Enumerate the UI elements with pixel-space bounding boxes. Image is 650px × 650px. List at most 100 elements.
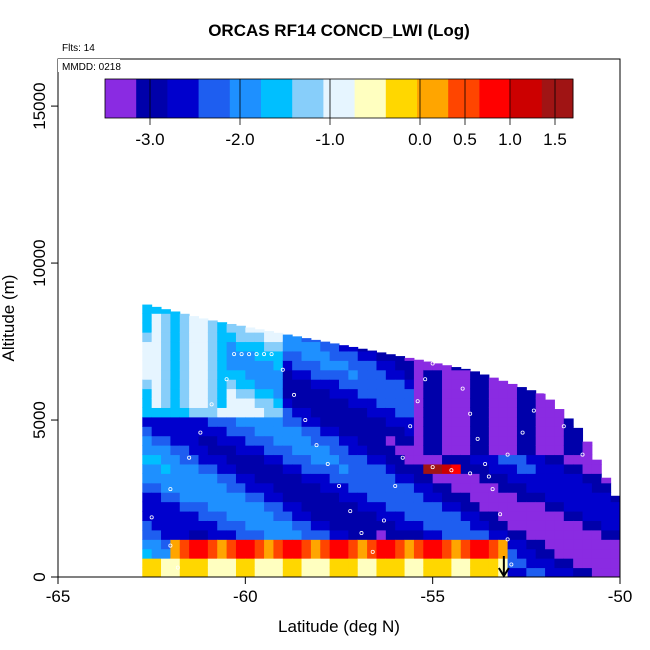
heatmap-cell: [554, 409, 565, 418]
heatmap-cell: [264, 539, 274, 550]
heatmap-cell: [235, 567, 246, 578]
heatmap-cell: [423, 558, 434, 569]
heatmap-cell: [320, 482, 331, 493]
heatmap-cell: [301, 454, 312, 465]
heatmap-cell: [423, 398, 434, 408]
heatmap-cell: [535, 445, 546, 456]
heatmap-cell: [320, 426, 331, 437]
heatmap-cell: [470, 548, 480, 559]
heatmap-cell: [451, 463, 462, 474]
heatmap-cell: [235, 341, 246, 352]
heatmap-cell: [348, 350, 359, 361]
heatmap-cell: [151, 539, 162, 550]
heatmap-cell: [376, 529, 387, 540]
heatmap-cell: [189, 548, 199, 559]
flight-track-point: [232, 352, 237, 357]
colorbar-tick-label: -3.0: [135, 130, 164, 149]
heatmap-cell: [161, 445, 171, 456]
heatmap-cell: [348, 548, 359, 559]
heatmap-cell: [432, 501, 443, 512]
heatmap-cell: [151, 369, 162, 380]
heatmap-cell: [601, 511, 612, 521]
colorbar-segment: [479, 79, 512, 118]
heatmap-cell: [442, 529, 452, 540]
heatmap-cell: [151, 426, 162, 437]
heatmap-cell: [423, 520, 434, 531]
heatmap-cell: [460, 520, 471, 531]
heatmap-cell: [179, 435, 190, 446]
heatmap-cell: [376, 567, 387, 578]
flights-note: Flts: 14: [62, 43, 95, 54]
flight-track-point: [149, 515, 154, 520]
heatmap-cell: [254, 369, 265, 380]
heatmap-cell: [451, 435, 462, 446]
heatmap-cell: [189, 360, 199, 371]
heatmap-cell: [573, 435, 584, 446]
heatmap-cell: [189, 454, 199, 465]
heatmap-cell: [470, 520, 480, 531]
heatmap-cell: [479, 407, 490, 418]
heatmap-cell: [264, 454, 274, 465]
heatmap-cell: [273, 492, 284, 503]
heatmap-cell: [161, 548, 171, 559]
heatmap-cell: [207, 369, 218, 380]
heatmap-cell: [460, 529, 471, 540]
heatmap-cell: [357, 492, 368, 503]
heatmap-cell: [535, 548, 546, 559]
heatmap-cell: [179, 398, 190, 408]
heatmap-cell: [273, 341, 284, 352]
heatmap-cell: [404, 369, 415, 380]
heatmap-cell: [451, 501, 462, 512]
heatmap-cell: [217, 511, 228, 521]
heatmap-cell: [554, 445, 565, 456]
heatmap-cell: [526, 558, 537, 569]
heatmap-cell: [254, 435, 265, 446]
heatmap-cell: [170, 388, 181, 399]
heatmap-cell: [151, 341, 162, 352]
heatmap-cell: [170, 369, 181, 380]
heatmap-cell: [189, 407, 199, 418]
colorbar-tick-label: -2.0: [225, 130, 254, 149]
heatmap-cell: [423, 388, 434, 399]
heatmap-cell: [273, 388, 284, 399]
heatmap-cell: [282, 426, 293, 437]
heatmap-cell: [282, 388, 293, 399]
heatmap-cell: [235, 482, 246, 493]
heatmap-cell: [273, 529, 284, 540]
heatmap-cell: [310, 482, 321, 493]
heatmap-cell: [226, 323, 237, 333]
heatmap-cell: [264, 511, 274, 521]
heatmap-cell: [264, 388, 274, 399]
heatmap-cell: [264, 473, 274, 484]
heatmap-cell: [376, 511, 387, 521]
heatmap-cell: [385, 354, 396, 361]
heatmap-cell: [526, 390, 537, 399]
heatmap-cell: [573, 558, 584, 569]
heatmap-cell: [367, 426, 377, 437]
heatmap-cell: [348, 346, 359, 352]
heatmap-cell: [545, 426, 555, 437]
flight-track-point: [445, 345, 450, 350]
heatmap-cell: [310, 426, 321, 437]
heatmap-cell: [367, 454, 377, 465]
heatmap-cell: [273, 520, 284, 531]
heatmap-cell: [507, 416, 518, 427]
heatmap-cell: [320, 492, 331, 503]
heatmap-cell: [207, 548, 218, 559]
heatmap-cell: [573, 539, 584, 550]
heatmap-cell: [198, 407, 209, 418]
heatmap-cell: [282, 350, 293, 361]
heatmap-cell: [357, 482, 368, 493]
heatmap-cell: [432, 363, 443, 371]
heatmap-cell: [151, 435, 162, 446]
heatmap-cell: [498, 463, 509, 474]
heatmap-cell: [339, 539, 349, 550]
heatmap-cell: [301, 338, 312, 343]
heatmap-cell: [348, 360, 359, 371]
heatmap-cell: [357, 369, 368, 380]
heatmap-cell: [329, 454, 340, 465]
heatmap-cell: [357, 426, 368, 437]
heatmap-cell: [217, 388, 228, 399]
heatmap-cell: [479, 492, 490, 503]
heatmap-cell: [292, 529, 303, 540]
